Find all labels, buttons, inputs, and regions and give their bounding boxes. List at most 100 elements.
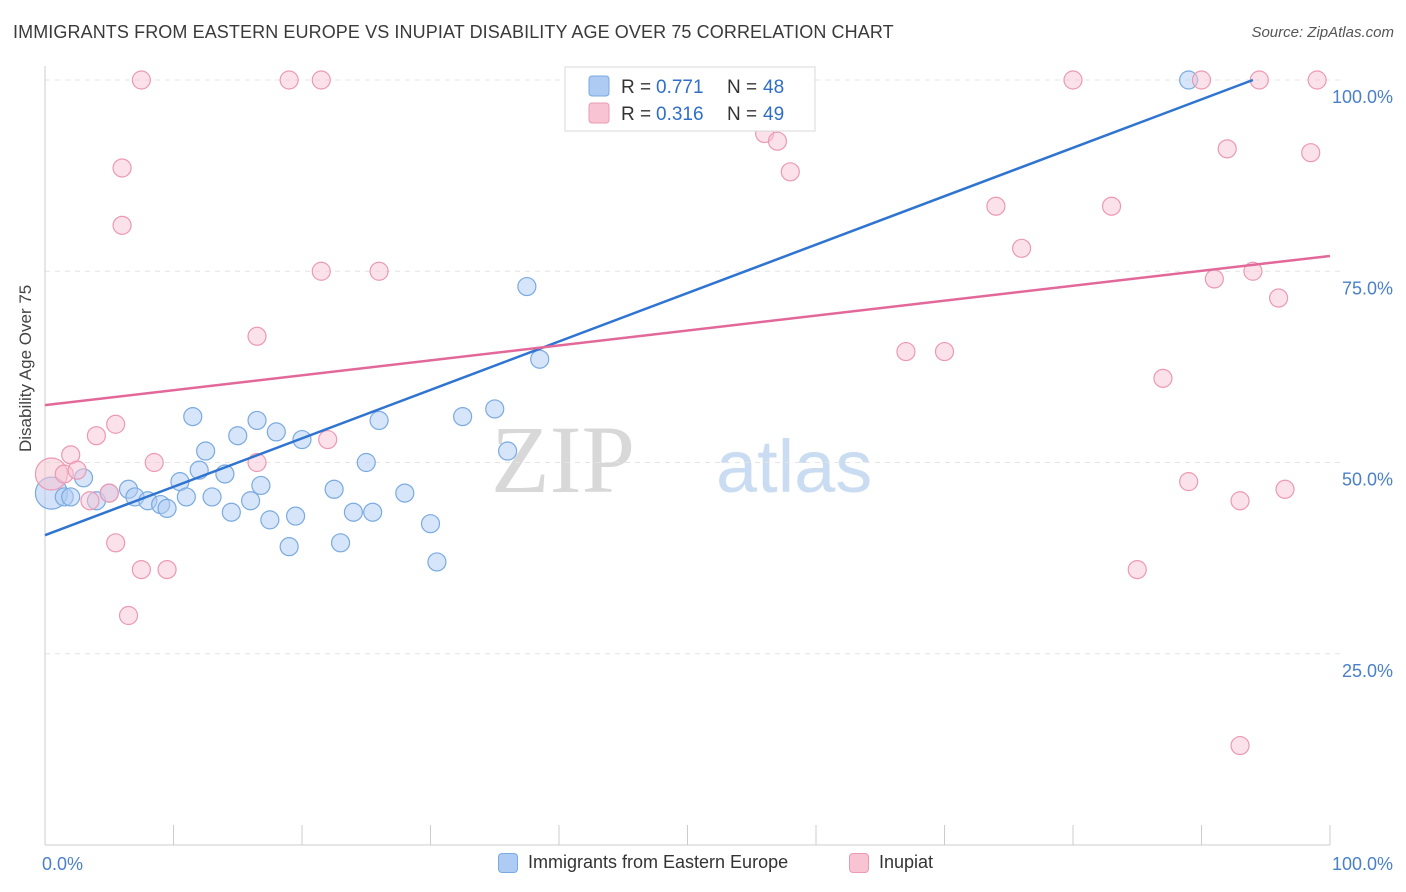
point-pink-28: [934, 341, 955, 362]
axes: [44, 66, 1331, 846]
point-blue-29: [330, 533, 351, 553]
legend-item-eastern-europe: Immigrants from Eastern Europe: [498, 852, 788, 873]
point-pink-7: [106, 414, 126, 434]
x-tick-label-0: 0.0%: [42, 854, 83, 874]
point-pink-25: [767, 131, 788, 151]
trend-line-pink: [44, 254, 1331, 407]
point-pink-5: [86, 426, 107, 446]
point-pink-13: [131, 559, 151, 580]
legend-label-inupiat: Inupiat: [879, 852, 934, 872]
legend-swatch-pink: [588, 102, 610, 124]
legend-r-label-2: R =: [621, 104, 651, 125]
point-blue-10: [157, 498, 177, 518]
legend-label-eastern-europe: Immigrants from Eastern Europe: [528, 852, 789, 872]
legend-r-value-1: 0.771: [656, 77, 704, 98]
x-tick-label-1: 100.0%: [1332, 854, 1393, 874]
legend-swatch-blue: [588, 75, 610, 97]
watermark-zip: ZIP: [491, 406, 635, 513]
point-blue-33: [369, 410, 389, 431]
trend-lines: [44, 78, 1331, 537]
trend-line-blue: [44, 78, 1254, 537]
legend-item-inupiat: Inupiat: [849, 852, 933, 873]
point-pink-26: [780, 162, 800, 182]
legend-n-label-2: N =: [727, 104, 757, 125]
legend-swatch-inupiat: [849, 852, 869, 873]
point-blue-41: [530, 349, 550, 369]
point-pink-22: [369, 261, 389, 281]
point-pink-35: [1179, 472, 1199, 492]
point-pink-31: [1063, 70, 1083, 90]
y-tick-label-3: 100.0%: [1332, 87, 1393, 107]
point-blue-34: [395, 483, 415, 503]
point-pink-27: [896, 341, 916, 362]
point-blue-25: [279, 537, 299, 557]
point-blue-19: [228, 426, 248, 446]
tick-labels: 25.0% 50.0% 75.0% 100.0% 0.0% 100.0%: [42, 87, 1393, 874]
point-pink-4: [80, 491, 100, 511]
bottom-legend: Immigrants from Eastern Europe Inupiat: [0, 852, 1406, 878]
point-blue-30: [343, 502, 363, 522]
point-pink-6: [99, 483, 119, 503]
point-pink-18: [279, 70, 299, 90]
point-pink-43: [1268, 288, 1289, 308]
point-blue-31: [356, 452, 376, 473]
point-blue-20: [241, 491, 261, 511]
point-pink-36: [1191, 70, 1212, 90]
y-tick-label-2: 75.0%: [1342, 278, 1393, 298]
point-pink-14: [144, 452, 164, 473]
point-pink-34: [1153, 368, 1173, 388]
point-blue-12: [176, 487, 196, 507]
point-pink-38: [1217, 139, 1237, 159]
point-pink-21: [318, 429, 338, 450]
legend-n-label-1: N =: [727, 77, 757, 98]
point-pink-17: [247, 326, 267, 346]
point-pink-45: [1301, 143, 1321, 163]
point-pink-42: [1243, 261, 1263, 281]
point-blue-40: [517, 276, 537, 297]
y-tick-label-0: 25.0%: [1342, 661, 1393, 681]
point-blue-26: [285, 506, 306, 526]
point-blue-23: [260, 510, 280, 530]
point-pink-12: [131, 70, 151, 90]
point-blue-16: [202, 487, 222, 507]
point-pink-15: [157, 559, 177, 580]
source-note: Source: ZipAtlas.com: [1251, 24, 1394, 41]
point-pink-10: [112, 158, 132, 178]
point-blue-21: [247, 410, 267, 431]
data-points: [34, 70, 1327, 756]
point-blue-24: [266, 422, 286, 442]
point-pink-3: [67, 460, 87, 480]
legend-n-value-1: 48: [763, 77, 784, 98]
point-blue-13: [183, 407, 203, 427]
point-pink-46: [1307, 70, 1327, 90]
y-tick-label-1: 50.0%: [1342, 470, 1393, 490]
point-blue-32: [363, 502, 383, 522]
legend-swatch-eastern-europe: [498, 852, 518, 873]
point-blue-15: [196, 441, 216, 461]
point-pink-29: [986, 196, 1006, 216]
point-pink-33: [1127, 559, 1147, 580]
point-pink-39: [1230, 491, 1250, 511]
legend: R = 0.771 N = 48 R = 0.316 N = 49: [564, 66, 816, 132]
point-pink-8: [106, 533, 126, 553]
point-blue-22: [251, 475, 271, 496]
chart-title: IMMIGRANTS FROM EASTERN EUROPE VS INUPIA…: [13, 22, 894, 42]
point-blue-37: [453, 407, 473, 427]
watermark: ZIP atlas: [491, 406, 872, 513]
point-blue-2: [61, 487, 81, 507]
point-pink-37: [1204, 269, 1224, 289]
point-pink-44: [1275, 479, 1295, 499]
point-blue-18: [221, 502, 241, 522]
legend-r-value-2: 0.316: [656, 104, 704, 125]
point-blue-35: [420, 514, 441, 534]
point-pink-41: [1249, 70, 1269, 90]
watermark-atlas: atlas: [716, 425, 872, 508]
point-pink-11: [118, 605, 139, 626]
point-pink-19: [311, 261, 331, 281]
point-pink-30: [1011, 238, 1032, 258]
point-blue-28: [324, 479, 344, 499]
point-pink-20: [311, 70, 331, 90]
point-blue-39: [498, 441, 518, 461]
legend-r-label-1: R =: [621, 77, 651, 98]
